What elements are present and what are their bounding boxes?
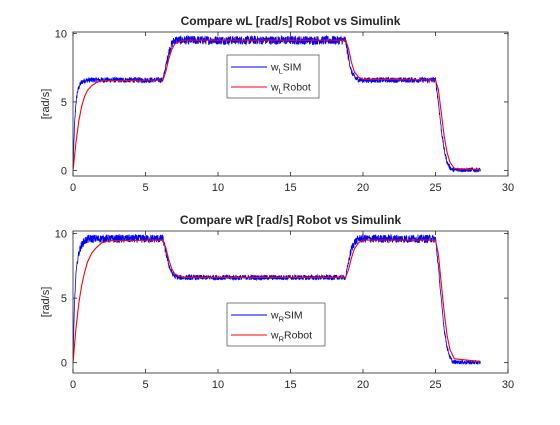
y-tick-label: 5 <box>61 293 67 305</box>
x-tick-label: 30 <box>502 182 514 194</box>
series-line-wRSIM <box>73 233 481 365</box>
x-tick-label: 5 <box>142 182 148 194</box>
y-tick-label: 10 <box>55 28 67 40</box>
data-lines <box>73 34 481 174</box>
y-tick-label: 0 <box>61 166 67 178</box>
plot-area <box>73 32 508 176</box>
x-tick-label: 10 <box>212 379 224 391</box>
chart-2: Compare wR [rad/s] Robot vs Simulink [rad… <box>40 213 514 391</box>
x-tick-label: 10 <box>212 182 224 194</box>
x-tick-label: 5 <box>142 379 148 391</box>
y-tick-label: 0 <box>61 358 67 370</box>
data-lines <box>73 233 481 365</box>
x-tick-label: 0 <box>70 379 76 391</box>
legend-box <box>226 54 320 99</box>
y-axis-label: [rad/s] <box>40 89 52 120</box>
series-line-wRRobot <box>73 239 481 363</box>
x-tick-label: 15 <box>284 182 296 194</box>
legend-entry: wLRobot <box>270 82 311 96</box>
plot-area <box>73 231 508 373</box>
y-tick-label: 5 <box>61 97 67 109</box>
legend[interactable]: wRSIM wRRobot <box>226 302 326 347</box>
chart-title: Compare wR [rad/s] Robot vs Simulink <box>180 213 402 227</box>
x-tick-label: 30 <box>502 379 514 391</box>
x-tick-label: 25 <box>429 182 441 194</box>
x-tick-label: 20 <box>357 379 369 391</box>
y-tick-label: 10 <box>55 229 67 241</box>
legend-entry: wRRobot <box>270 330 312 344</box>
legend[interactable]: wLSIM wLRobot <box>226 54 320 99</box>
series-line-wLRobot <box>73 39 481 171</box>
chart-1: Compare wL [rad/s] Robot vs Simulink [rad… <box>40 14 514 194</box>
legend-entry: wRSIM <box>270 310 303 324</box>
y-axis-label: [rad/s] <box>40 287 52 318</box>
x-tick-label: 0 <box>70 182 76 194</box>
series-line-wLSIM <box>73 34 481 174</box>
x-tick-label: 25 <box>429 379 441 391</box>
x-tick-label: 20 <box>357 182 369 194</box>
chart-title: Compare wL [rad/s] Robot vs Simulink <box>181 14 401 28</box>
x-tick-label: 15 <box>284 379 296 391</box>
legend-entry: wLSIM <box>270 62 301 76</box>
legend-box <box>226 302 326 347</box>
